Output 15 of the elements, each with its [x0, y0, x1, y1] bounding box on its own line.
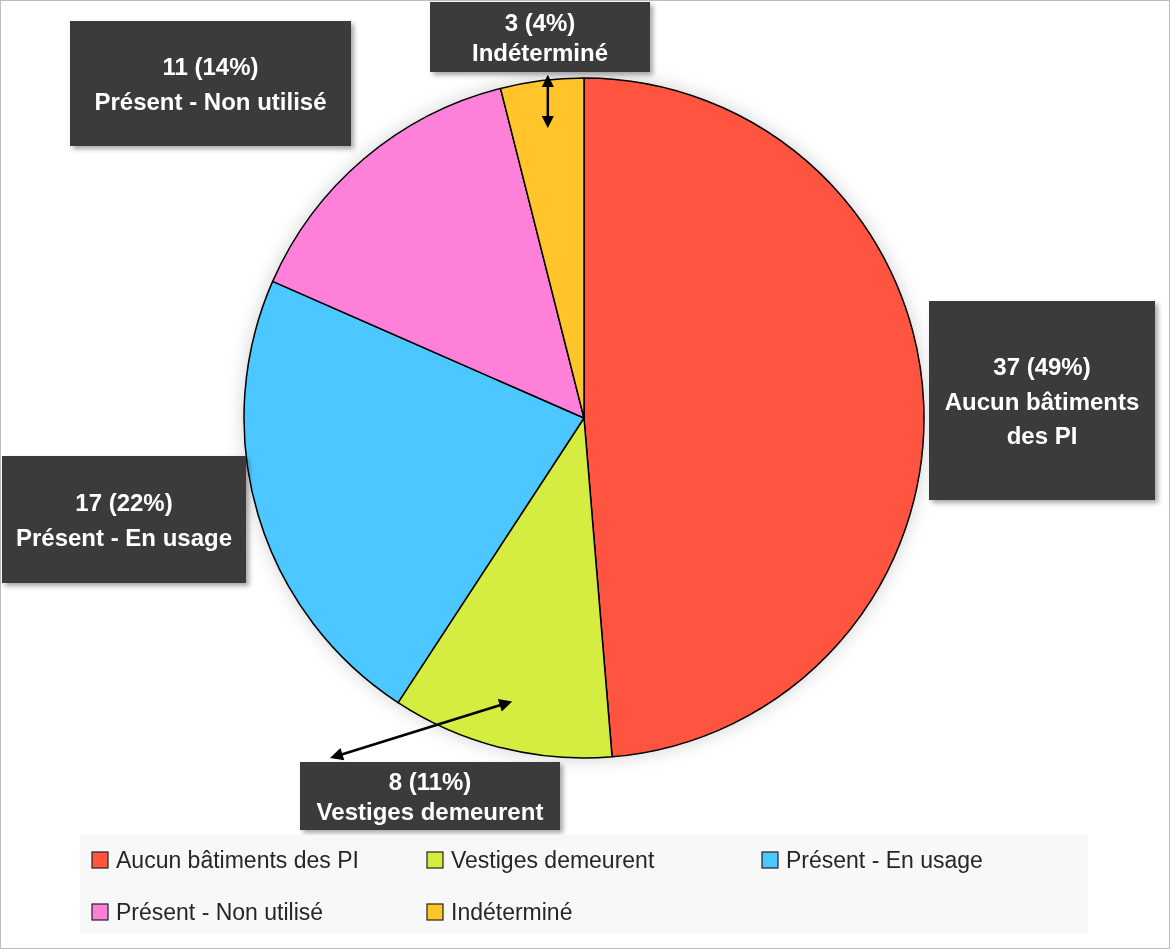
data-label: 3 (4%)	[504, 8, 576, 36]
slice-label: Aucun bâtiments des PI	[944, 387, 1140, 448]
slice-label: Présent - En usage	[15, 523, 233, 550]
legend-label: Aucun bâtiments des PI	[116, 847, 359, 873]
data-label: 8 (11%)	[388, 767, 472, 795]
legend-label: Indéterminé	[451, 899, 573, 925]
data-label: 17 (22%)	[75, 489, 173, 516]
slice-label: Indéterminé	[471, 38, 609, 66]
slice-label: Présent - Non utilisé	[94, 87, 327, 114]
data-label: 11 (14%)	[162, 53, 259, 80]
slice-label: Vestiges demeurent	[316, 797, 544, 825]
legend-label: Présent - En usage	[786, 847, 983, 873]
legend-label: Présent - Non utilisé	[116, 899, 324, 925]
data-label: 37 (49%)	[993, 353, 1091, 380]
legend-label: Vestiges demeurent	[451, 847, 655, 873]
